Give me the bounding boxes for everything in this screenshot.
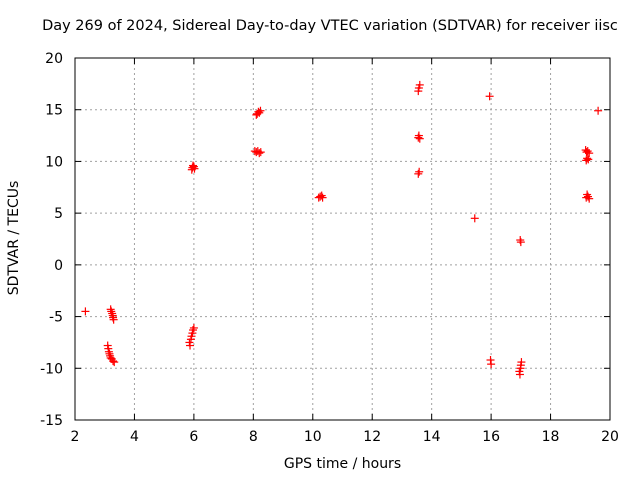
data-point [516, 238, 525, 247]
data-point [415, 80, 424, 89]
x-tick-label: 6 [189, 429, 198, 445]
x-tick-labels: 2 4 6 8 10 12 14 16 18 20 [71, 429, 619, 445]
data-point [255, 149, 264, 158]
x-tick-label: 2 [71, 429, 80, 445]
data-point [585, 149, 594, 158]
data-point [470, 214, 479, 223]
data-point [81, 307, 90, 316]
x-axis-label: GPS time / hours [283, 456, 402, 472]
x-tick-label: 4 [130, 429, 139, 445]
y-tick-label: 5 [54, 206, 63, 222]
data-point [487, 360, 496, 369]
data-point [415, 134, 424, 143]
y-tick-label: 20 [45, 51, 63, 67]
data-point [109, 357, 118, 366]
y-tick-label: -10 [40, 361, 63, 377]
x-tick-label: 12 [363, 429, 381, 445]
data-point [584, 192, 593, 201]
y-tick-labels: -15 -10 -5 0 5 10 15 20 [40, 51, 63, 429]
y-axis-label: SDTVAR / TECUs [6, 180, 22, 296]
data-point [585, 194, 594, 203]
x-tick-label: 20 [601, 429, 619, 445]
y-tick-label: -15 [40, 413, 63, 429]
data-point [256, 148, 265, 157]
x-tick-label: 8 [249, 429, 258, 445]
x-tick-label: 10 [304, 429, 322, 445]
x-tick-label: 14 [423, 429, 441, 445]
axis-ticks [74, 57, 611, 421]
data-point [190, 164, 199, 173]
data-point [110, 358, 119, 367]
data-point [594, 106, 603, 115]
x-tick-label: 16 [482, 429, 500, 445]
y-tick-label: -5 [49, 310, 63, 326]
data-point [256, 106, 265, 115]
plot-frame [74, 57, 611, 421]
data-point [517, 358, 526, 367]
data-point [189, 323, 198, 332]
data-point [583, 147, 592, 156]
data-points [81, 80, 603, 379]
data-point [107, 307, 116, 316]
data-point [109, 315, 118, 324]
x-tick-label: 18 [542, 429, 560, 445]
data-point [485, 92, 494, 101]
data-point [584, 155, 593, 164]
y-tick-label: 15 [45, 103, 63, 119]
chart-title: Day 269 of 2024, Sidereal Day-to-day VTE… [42, 18, 618, 34]
data-point [415, 167, 424, 176]
y-tick-label: 10 [45, 154, 63, 170]
data-point [414, 169, 423, 178]
data-point [186, 341, 195, 350]
data-point [582, 156, 591, 165]
grid-lines [75, 58, 610, 420]
data-point [318, 193, 327, 202]
y-tick-label: 0 [54, 258, 63, 274]
